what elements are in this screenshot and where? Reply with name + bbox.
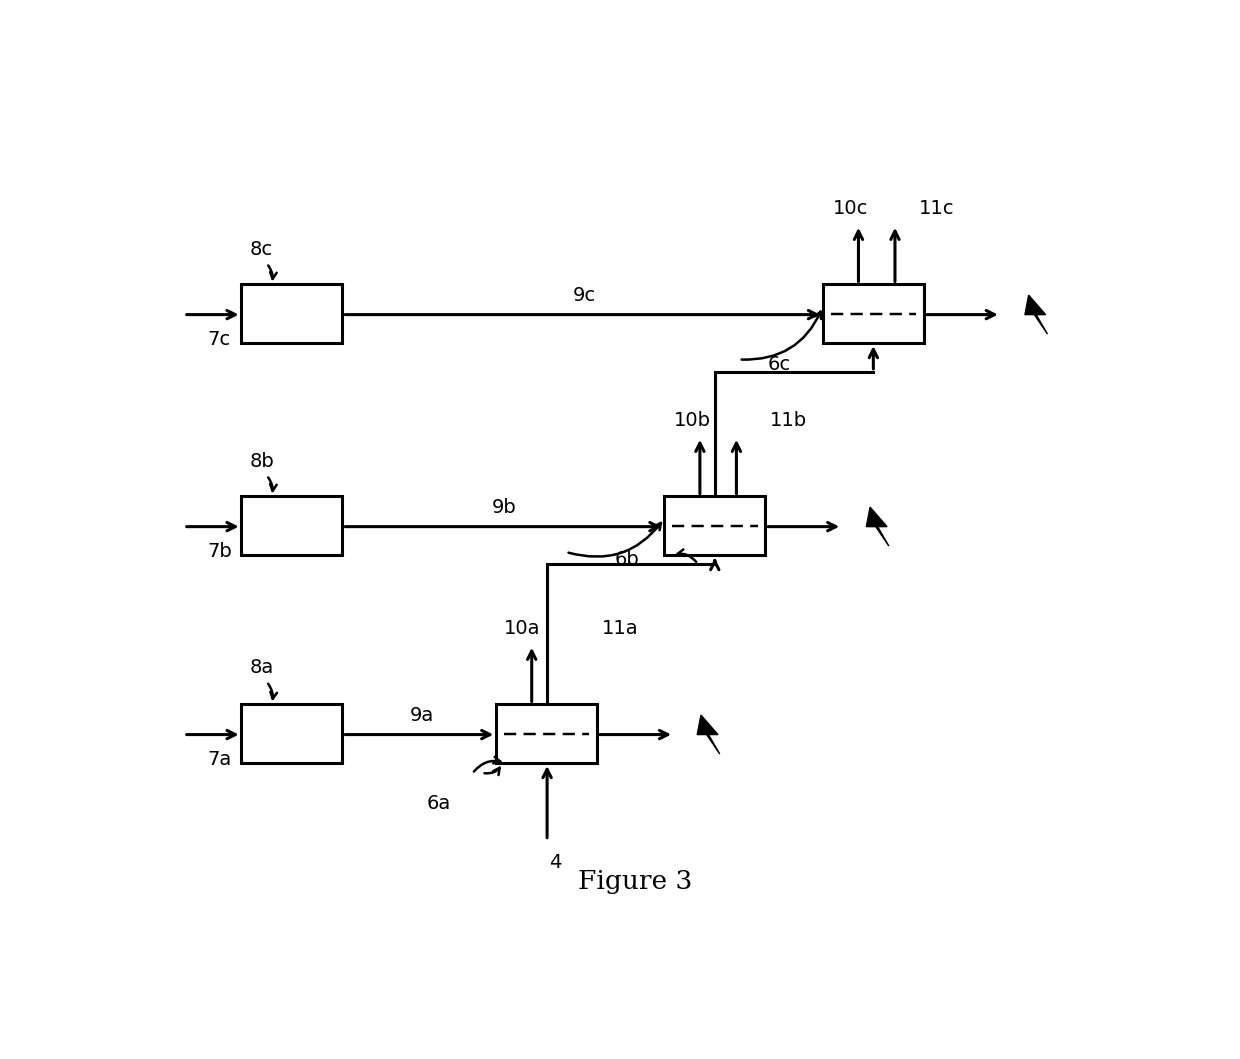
Text: 6b: 6b	[614, 550, 639, 569]
Text: 8a: 8a	[249, 659, 274, 678]
Text: 11a: 11a	[601, 620, 639, 639]
Text: 4: 4	[548, 852, 560, 872]
Text: 11c: 11c	[919, 199, 955, 218]
Text: 10c: 10c	[832, 199, 868, 218]
Text: 7c: 7c	[208, 329, 231, 348]
Text: 9a: 9a	[409, 705, 434, 724]
FancyBboxPatch shape	[665, 497, 765, 555]
FancyBboxPatch shape	[242, 497, 342, 555]
Text: Figure 3: Figure 3	[578, 868, 693, 894]
Text: 10b: 10b	[675, 411, 711, 430]
Text: 6c: 6c	[768, 355, 791, 374]
Text: 7a: 7a	[208, 750, 232, 769]
Text: 7b: 7b	[208, 542, 233, 561]
FancyBboxPatch shape	[496, 704, 596, 764]
Text: 9c: 9c	[573, 286, 596, 305]
Text: 10a: 10a	[503, 620, 541, 639]
Polygon shape	[1025, 295, 1048, 335]
Text: 6a: 6a	[427, 794, 450, 813]
Text: 9b: 9b	[491, 498, 516, 517]
FancyBboxPatch shape	[242, 285, 342, 343]
Text: 8c: 8c	[249, 240, 273, 259]
Polygon shape	[697, 715, 719, 754]
FancyBboxPatch shape	[242, 704, 342, 764]
Text: 8b: 8b	[249, 452, 274, 471]
Polygon shape	[867, 507, 889, 546]
Text: 11b: 11b	[770, 411, 807, 430]
FancyBboxPatch shape	[823, 285, 924, 343]
